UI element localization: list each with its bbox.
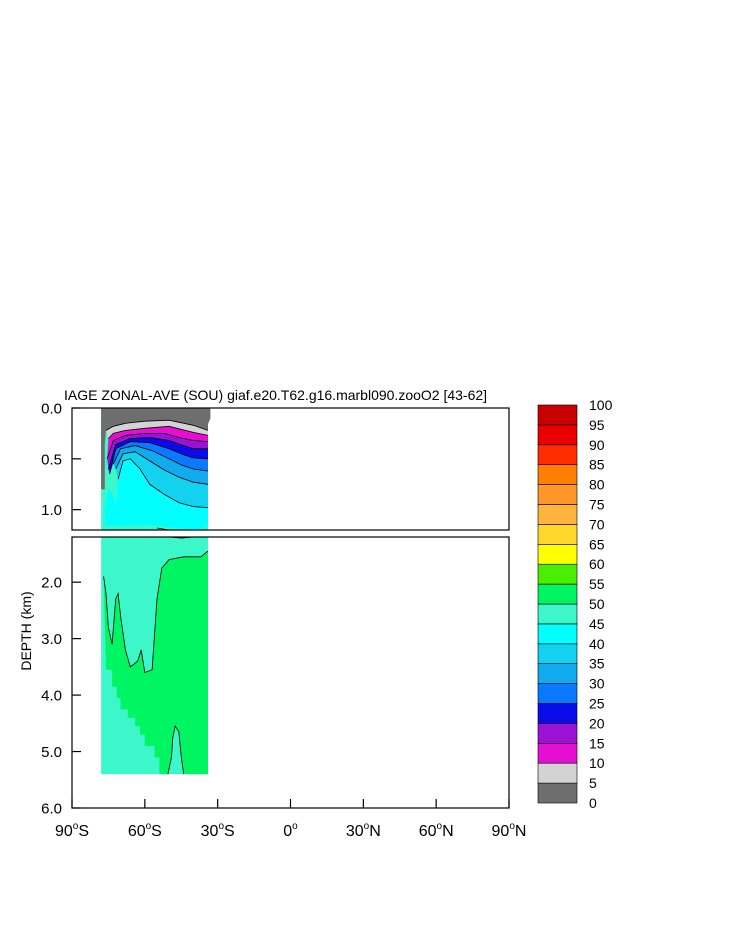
colorbar-swatch [537,484,578,505]
colorbar: 0 5 10 15 20 25 30 35 40 45 50 55 60 65 70 75 80 85 90 95 10… [537,397,613,811]
colorbar-swatch [537,703,578,724]
colorbar-label: 15 [589,735,605,751]
colorbar-label: 100 [589,397,613,413]
colorbar-label: 5 [589,775,597,791]
colorbar-label: 90 [589,437,605,453]
contour-line-7 [117,458,209,508]
colorbar-swatch [537,464,578,485]
contour-region-9 [115,451,208,508]
y-tick-label: 0.0 [41,401,62,418]
upper-panel-data [101,408,211,945]
colorbar-swatch [537,583,578,605]
colorbar-swatch [537,782,578,804]
x-tick-label: 30oS [201,821,235,840]
contour-region-5 [107,433,208,469]
contour-region-1 [161,754,170,775]
contour-line-6 [115,451,209,485]
axes: 90oS 60oS 30oS 0o 30oN 60oN 90oN 0.0 0.5 1.0 2.0 3.… [41,401,526,841]
lower-panel-data [101,537,209,775]
colorbar-label: 80 [589,477,605,493]
contour-region-6 [108,437,208,475]
x-tick-label: 60oS [128,821,162,840]
y-axis-label: DEPTH (km) [18,591,34,670]
colorbar-label: 10 [589,755,605,771]
colorbar-swatch [537,663,578,684]
colorbar-swatch [537,543,578,565]
colorbar-label: 20 [589,715,605,731]
contour-region-1 [162,921,169,945]
colorbar-swatch [537,762,578,784]
contour-line-8 [156,527,194,530]
colorbar-swatch [537,524,578,545]
colorbar-label: 75 [589,497,605,513]
contour-line-0 [105,419,209,431]
colorbar-label: 65 [589,536,605,552]
colorbar-label: 70 [589,516,605,532]
contour-line-4 [109,441,209,475]
contour-region-8 [113,445,208,485]
contour-region-7 [109,441,208,475]
x-tick-label: 30oN [346,821,381,840]
x-tick-label: 60oN [419,821,454,840]
colorbar-swatch [537,563,578,585]
upper-panel-frame [71,407,510,531]
y-tick-label: 0.5 [41,451,62,468]
colorbar-label: 60 [589,556,605,572]
colorbar-label: 35 [589,656,605,672]
colorbar-label: 85 [589,457,605,473]
colorbar-swatch [537,444,578,465]
contour-region-2 [101,408,211,490]
y-tick-label: 3.0 [41,631,62,648]
colorbar-swatch [537,643,578,664]
contour-region-3 [106,420,208,439]
colorbar-swatch [537,404,578,426]
colorbar-swatch [537,424,578,446]
colorbar-swatch [537,723,578,744]
contour-line-9 [103,550,209,674]
colorbar-label: 50 [589,596,605,612]
contour-line-1 [108,425,209,439]
colorbar-label: 40 [589,636,605,652]
chart-title: IAGE ZONAL-AVE (SOU) giaf.e20.T62.g16.ma… [64,387,487,403]
colorbar-label: 55 [589,576,605,592]
contour-line-10 [167,725,185,775]
contour-region-10 [104,458,208,530]
colorbar-swatch [537,683,578,704]
colorbar-label: 95 [589,417,605,433]
x-tick-label: 90oS [55,821,89,840]
contour-line-5 [112,445,209,472]
colorbar-swatch [537,742,578,764]
y-tick-label: 1.0 [41,502,62,519]
y-tick-label: 2.0 [41,575,62,592]
y-tick-label: 4.0 [41,688,62,705]
colorbar-swatch [537,623,578,645]
x-tick-label: 90oN [492,821,527,840]
contour-line-3 [108,437,208,470]
colorbar-swatch [537,603,578,625]
contour-line-10 [168,871,184,945]
x-tick-label: 0o [283,821,298,840]
contour-line-2 [106,432,209,459]
colorbar-label: 25 [589,696,605,712]
colorbar-label: 0 [589,795,597,811]
colorbar-swatch [537,504,578,525]
colorbar-label: 45 [589,616,605,632]
y-tick-label: 5.0 [41,744,62,761]
contour-region-0 [103,551,208,775]
y-tick-label: 6.0 [41,801,62,818]
colorbar-label: 30 [589,676,605,692]
